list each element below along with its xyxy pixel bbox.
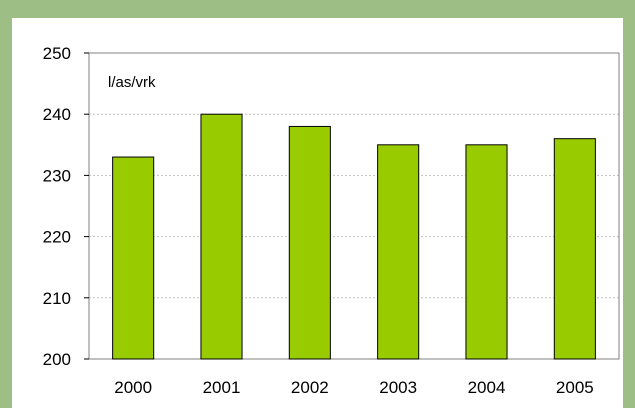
bar-2002 [288, 125, 331, 360]
bar-2005 [553, 138, 596, 360]
y-tick-label: 240 [43, 105, 71, 124]
x-tick-label: 2004 [468, 378, 506, 397]
x-tick-label: 2001 [203, 378, 241, 397]
bar-2003 [377, 144, 420, 360]
x-tick-label: 2005 [556, 378, 594, 397]
x-axis-tick-labels: 2000 2001 2002 2003 2004 2005 [114, 378, 593, 397]
bar-2000 [112, 156, 155, 360]
bar-2001 [200, 113, 243, 360]
x-tick-label: 2003 [379, 378, 417, 397]
bar-2004 [465, 144, 508, 360]
x-tick-label: 2002 [291, 378, 329, 397]
y-tick-label: 210 [43, 289, 71, 308]
y-tick-label: 250 [43, 44, 71, 63]
plot-area [88, 52, 620, 360]
gridlines [89, 113, 619, 299]
unit-label: l/as/vrk [108, 74, 156, 91]
y-tick-label: 220 [43, 228, 71, 247]
y-tick-label: 200 [43, 350, 71, 369]
y-axis-tick-labels: 200 210 220 230 240 250 [43, 44, 89, 369]
y-tick-label: 230 [43, 166, 71, 185]
x-tick-label: 2000 [114, 378, 152, 397]
bars [112, 113, 596, 360]
